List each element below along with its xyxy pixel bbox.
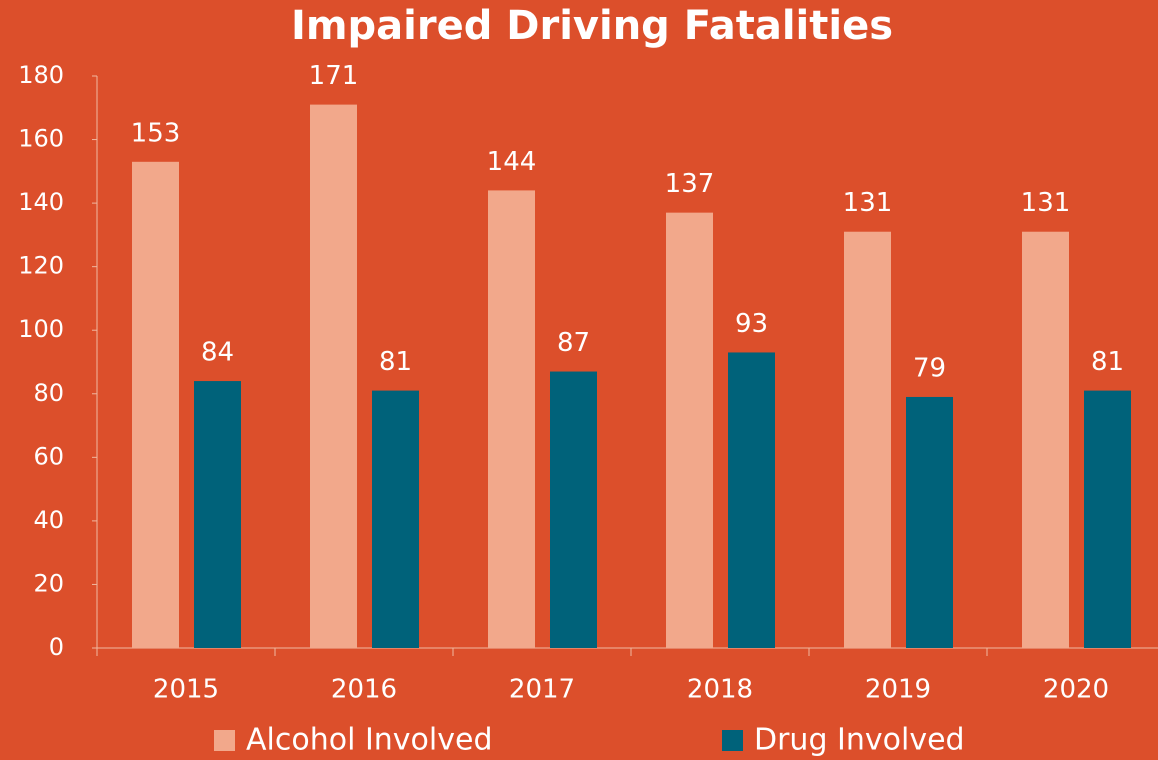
bar <box>906 396 953 648</box>
legend-label: Drug Involved <box>754 723 965 758</box>
data-label: 79 <box>913 353 946 383</box>
data-label: 131 <box>1021 188 1071 218</box>
bar <box>844 231 891 648</box>
y-tick-label: 60 <box>33 442 64 470</box>
legend-swatch <box>722 730 743 751</box>
x-tick-label: 2017 <box>509 675 575 705</box>
bar <box>1084 390 1131 648</box>
y-tick-label: 40 <box>33 506 64 534</box>
data-label: 153 <box>131 118 181 148</box>
legend-label: Alcohol Involved <box>246 723 493 758</box>
data-label: 87 <box>557 328 590 358</box>
data-label: 171 <box>309 61 359 91</box>
bar <box>666 212 713 648</box>
x-tick-label: 2015 <box>153 675 219 705</box>
bar <box>310 104 357 649</box>
data-label: 81 <box>1091 347 1124 377</box>
x-tick-label: 2019 <box>865 675 931 705</box>
y-tick-label: 100 <box>18 315 64 343</box>
bar <box>372 390 419 648</box>
data-label: 137 <box>665 169 715 199</box>
bar <box>1022 231 1069 648</box>
y-tick-label: 160 <box>18 125 64 153</box>
data-label: 93 <box>735 309 768 339</box>
y-tick-label: 20 <box>33 569 64 597</box>
data-label: 131 <box>843 188 893 218</box>
bar <box>132 161 179 649</box>
y-tick-label: 140 <box>18 188 64 216</box>
bar <box>488 190 535 648</box>
legend-swatch <box>214 730 235 751</box>
bar <box>728 352 775 648</box>
bar <box>194 381 241 648</box>
x-tick-label: 2016 <box>331 675 397 705</box>
y-tick-label: 180 <box>18 61 64 89</box>
data-label: 81 <box>379 347 412 377</box>
bar <box>550 371 597 648</box>
data-label: 84 <box>201 338 234 368</box>
y-tick-label: 0 <box>49 633 64 661</box>
y-tick-label: 80 <box>33 379 64 407</box>
x-tick-label: 2020 <box>1043 675 1109 705</box>
y-tick-label: 120 <box>18 252 64 280</box>
data-label: 144 <box>487 147 537 177</box>
x-tick-label: 2018 <box>687 675 753 705</box>
chart-title: Impaired Driving Fatalities <box>291 3 893 49</box>
